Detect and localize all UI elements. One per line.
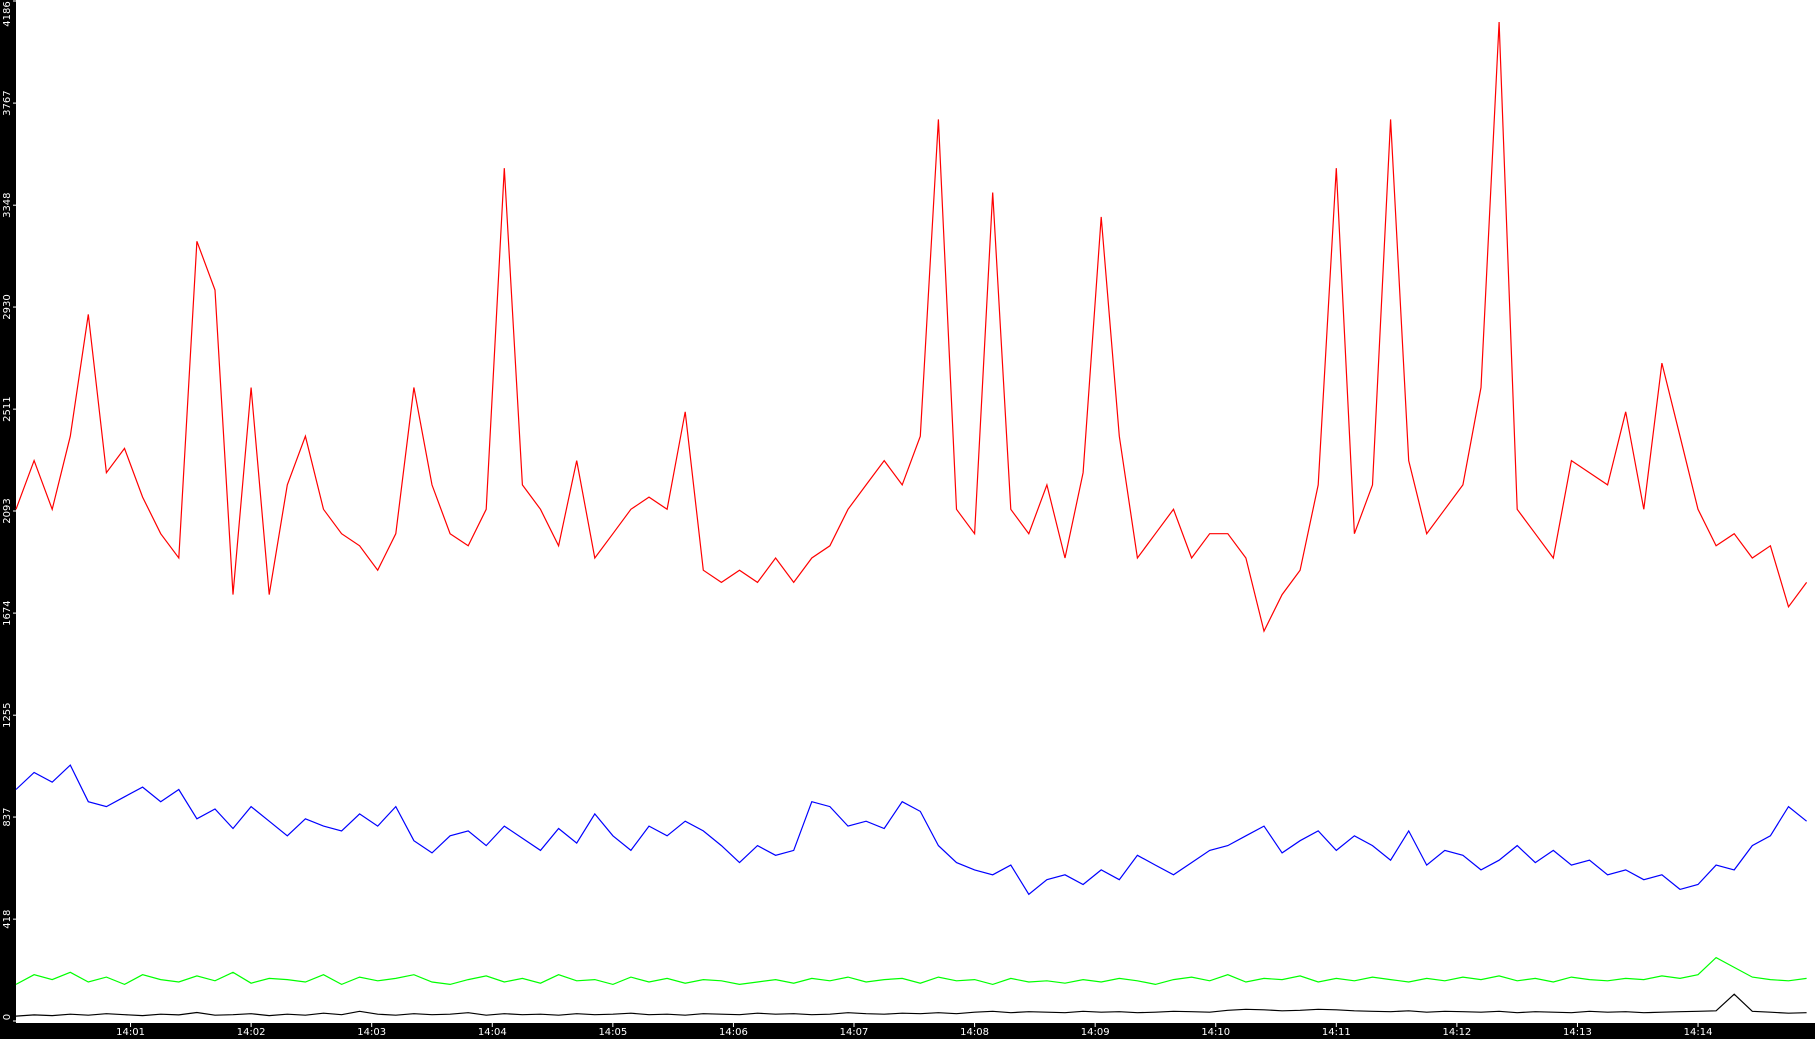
y-tick-label: 4186 xyxy=(2,1,13,26)
x-tick-label: 14:03 xyxy=(357,1027,386,1038)
x-tick-label: 14:04 xyxy=(478,1027,507,1038)
y-tick-label: 418 xyxy=(2,910,13,929)
y-tick-label: 837 xyxy=(2,808,13,827)
x-tick-label: 14:13 xyxy=(1563,1027,1592,1038)
x-tick-label: 14:11 xyxy=(1322,1027,1351,1038)
x-tick-label: 14:05 xyxy=(598,1027,627,1038)
x-tick-label: 14:07 xyxy=(840,1027,869,1038)
y-axis-strip xyxy=(0,0,16,1039)
y-tick-label: 2093 xyxy=(2,498,13,523)
y-tick-label: 3348 xyxy=(2,192,13,217)
x-tick-label: 14:14 xyxy=(1684,1027,1713,1038)
x-tick-label: 14:10 xyxy=(1201,1027,1230,1038)
y-tick-label: 0 xyxy=(2,1014,13,1020)
series-line xyxy=(15,956,1807,986)
x-tick-label: 14:12 xyxy=(1442,1027,1471,1038)
x-tick-label: 14:06 xyxy=(719,1027,748,1038)
x-tick-label: 14:02 xyxy=(237,1027,266,1038)
y-tick-label: 1255 xyxy=(2,702,13,727)
x-tick-label: 14:08 xyxy=(960,1027,989,1038)
series-line xyxy=(15,764,1807,896)
x-axis-strip xyxy=(0,1023,1815,1039)
y-tick-label: 2930 xyxy=(2,294,13,319)
x-tick-label: 14:01 xyxy=(116,1027,145,1038)
y-tick-label: 1674 xyxy=(2,600,13,625)
x-tick-label: 14:09 xyxy=(1081,1027,1110,1038)
y-tick-label: 3767 xyxy=(2,90,13,115)
series-line xyxy=(15,21,1808,633)
series-line xyxy=(15,993,1807,1017)
y-tick-label: 2511 xyxy=(2,396,13,421)
